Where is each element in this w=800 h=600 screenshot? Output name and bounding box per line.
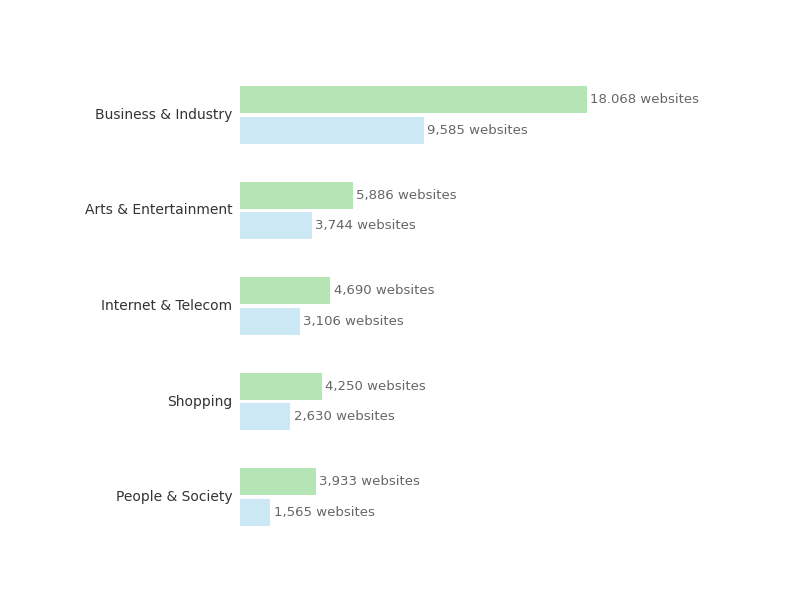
Text: Internet & Telecom: Internet & Telecom — [101, 299, 232, 313]
Text: Arts & Entertainment: Arts & Entertainment — [85, 203, 232, 217]
Text: Business & Industry: Business & Industry — [95, 108, 232, 122]
Text: 9,585 websites: 9,585 websites — [427, 124, 528, 137]
Bar — [240, 277, 330, 304]
Bar — [240, 499, 270, 526]
Text: 3,744 websites: 3,744 websites — [315, 219, 416, 232]
Text: 4,250 websites: 4,250 websites — [325, 380, 426, 393]
Bar — [240, 182, 353, 209]
Text: 18.068 websites: 18.068 websites — [590, 93, 699, 106]
Text: People & Society: People & Society — [116, 490, 232, 504]
Bar — [240, 86, 587, 113]
Bar — [240, 403, 290, 430]
Bar — [240, 373, 322, 400]
Text: Shopping: Shopping — [167, 395, 232, 409]
Bar — [240, 469, 315, 495]
Text: 1,565 websites: 1,565 websites — [274, 506, 374, 519]
Text: 5,886 websites: 5,886 websites — [357, 188, 457, 202]
Bar — [240, 212, 312, 239]
Text: 4,690 websites: 4,690 websites — [334, 284, 434, 297]
Text: 3,106 websites: 3,106 websites — [303, 315, 404, 328]
Text: 3,933 websites: 3,933 websites — [319, 475, 420, 488]
Text: 2,630 websites: 2,630 websites — [294, 410, 394, 424]
Bar — [240, 117, 424, 143]
Bar — [240, 308, 300, 335]
